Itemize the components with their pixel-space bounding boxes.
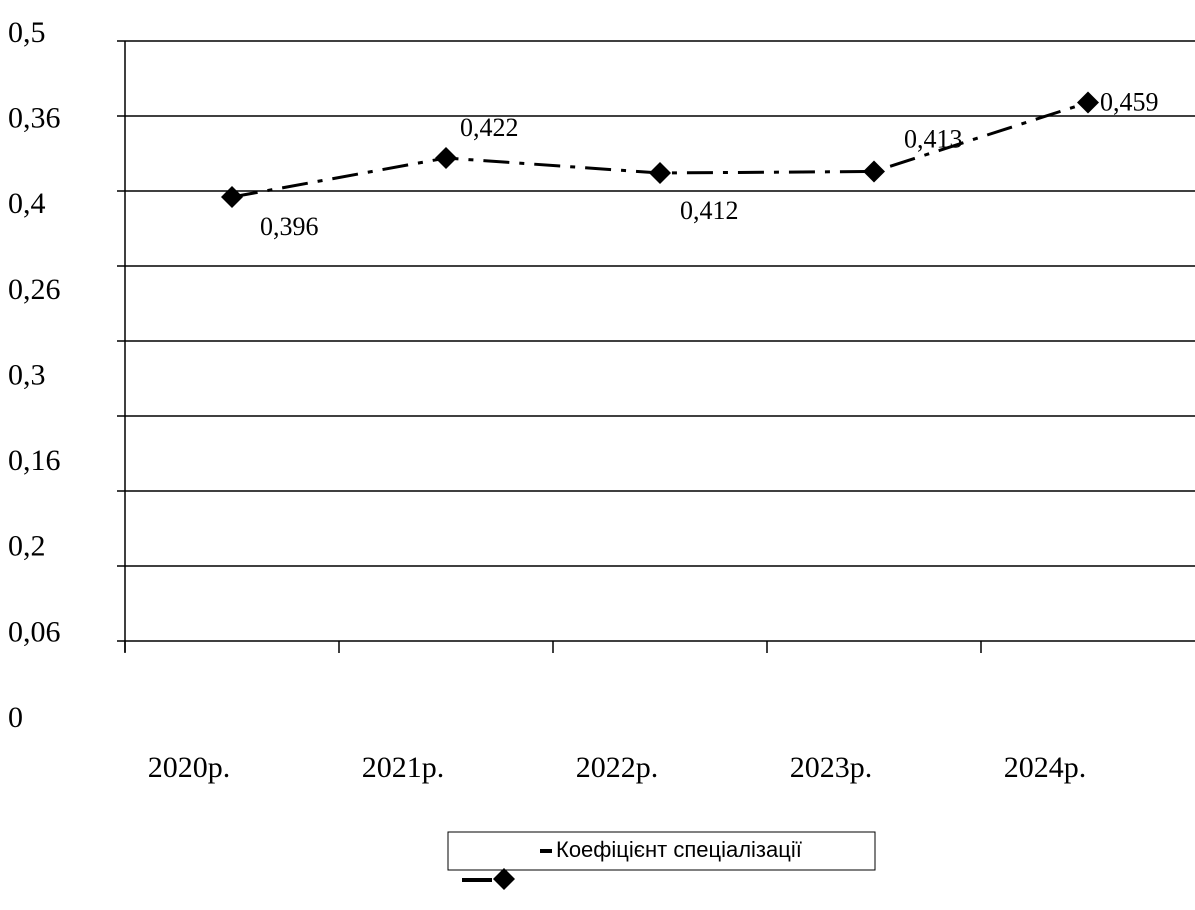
x-tick-label: 2020р. [148, 751, 231, 784]
y-tick-label: 0,16 [8, 444, 61, 477]
marker [1077, 91, 1099, 114]
legend-extra-marker [493, 868, 515, 890]
marker [649, 162, 671, 184]
x-tick-label: 2023р. [790, 751, 873, 784]
y-tick-label: 0,5 [8, 16, 46, 49]
marker [435, 147, 457, 169]
y-tick-label: 0,4 [8, 187, 46, 220]
y-tick-label: 0,2 [8, 530, 46, 563]
x-tick-label: 2024р. [1004, 751, 1087, 784]
x-tick-label: 2021р. [362, 751, 445, 784]
marker [863, 160, 885, 183]
legend-box [447, 831, 876, 871]
data-label: 0,396 [260, 212, 319, 241]
marker [221, 186, 243, 208]
x-tick-label: 2022р. [576, 751, 659, 784]
y-tick-label: 0,26 [8, 273, 61, 306]
data-label: 0,459 [1100, 87, 1159, 116]
data-label: 0,412 [680, 196, 739, 225]
y-tick-label: 0,3 [8, 358, 46, 391]
data-label: 0,422 [460, 113, 519, 142]
legend-label: Коефіцієнт спеціалізації [556, 837, 802, 862]
y-tick-label: 0,06 [8, 615, 61, 648]
y-tick-label: 0 [8, 701, 23, 734]
data-label: 0,413 [904, 124, 963, 153]
y-tick-label: 0,36 [8, 102, 61, 135]
